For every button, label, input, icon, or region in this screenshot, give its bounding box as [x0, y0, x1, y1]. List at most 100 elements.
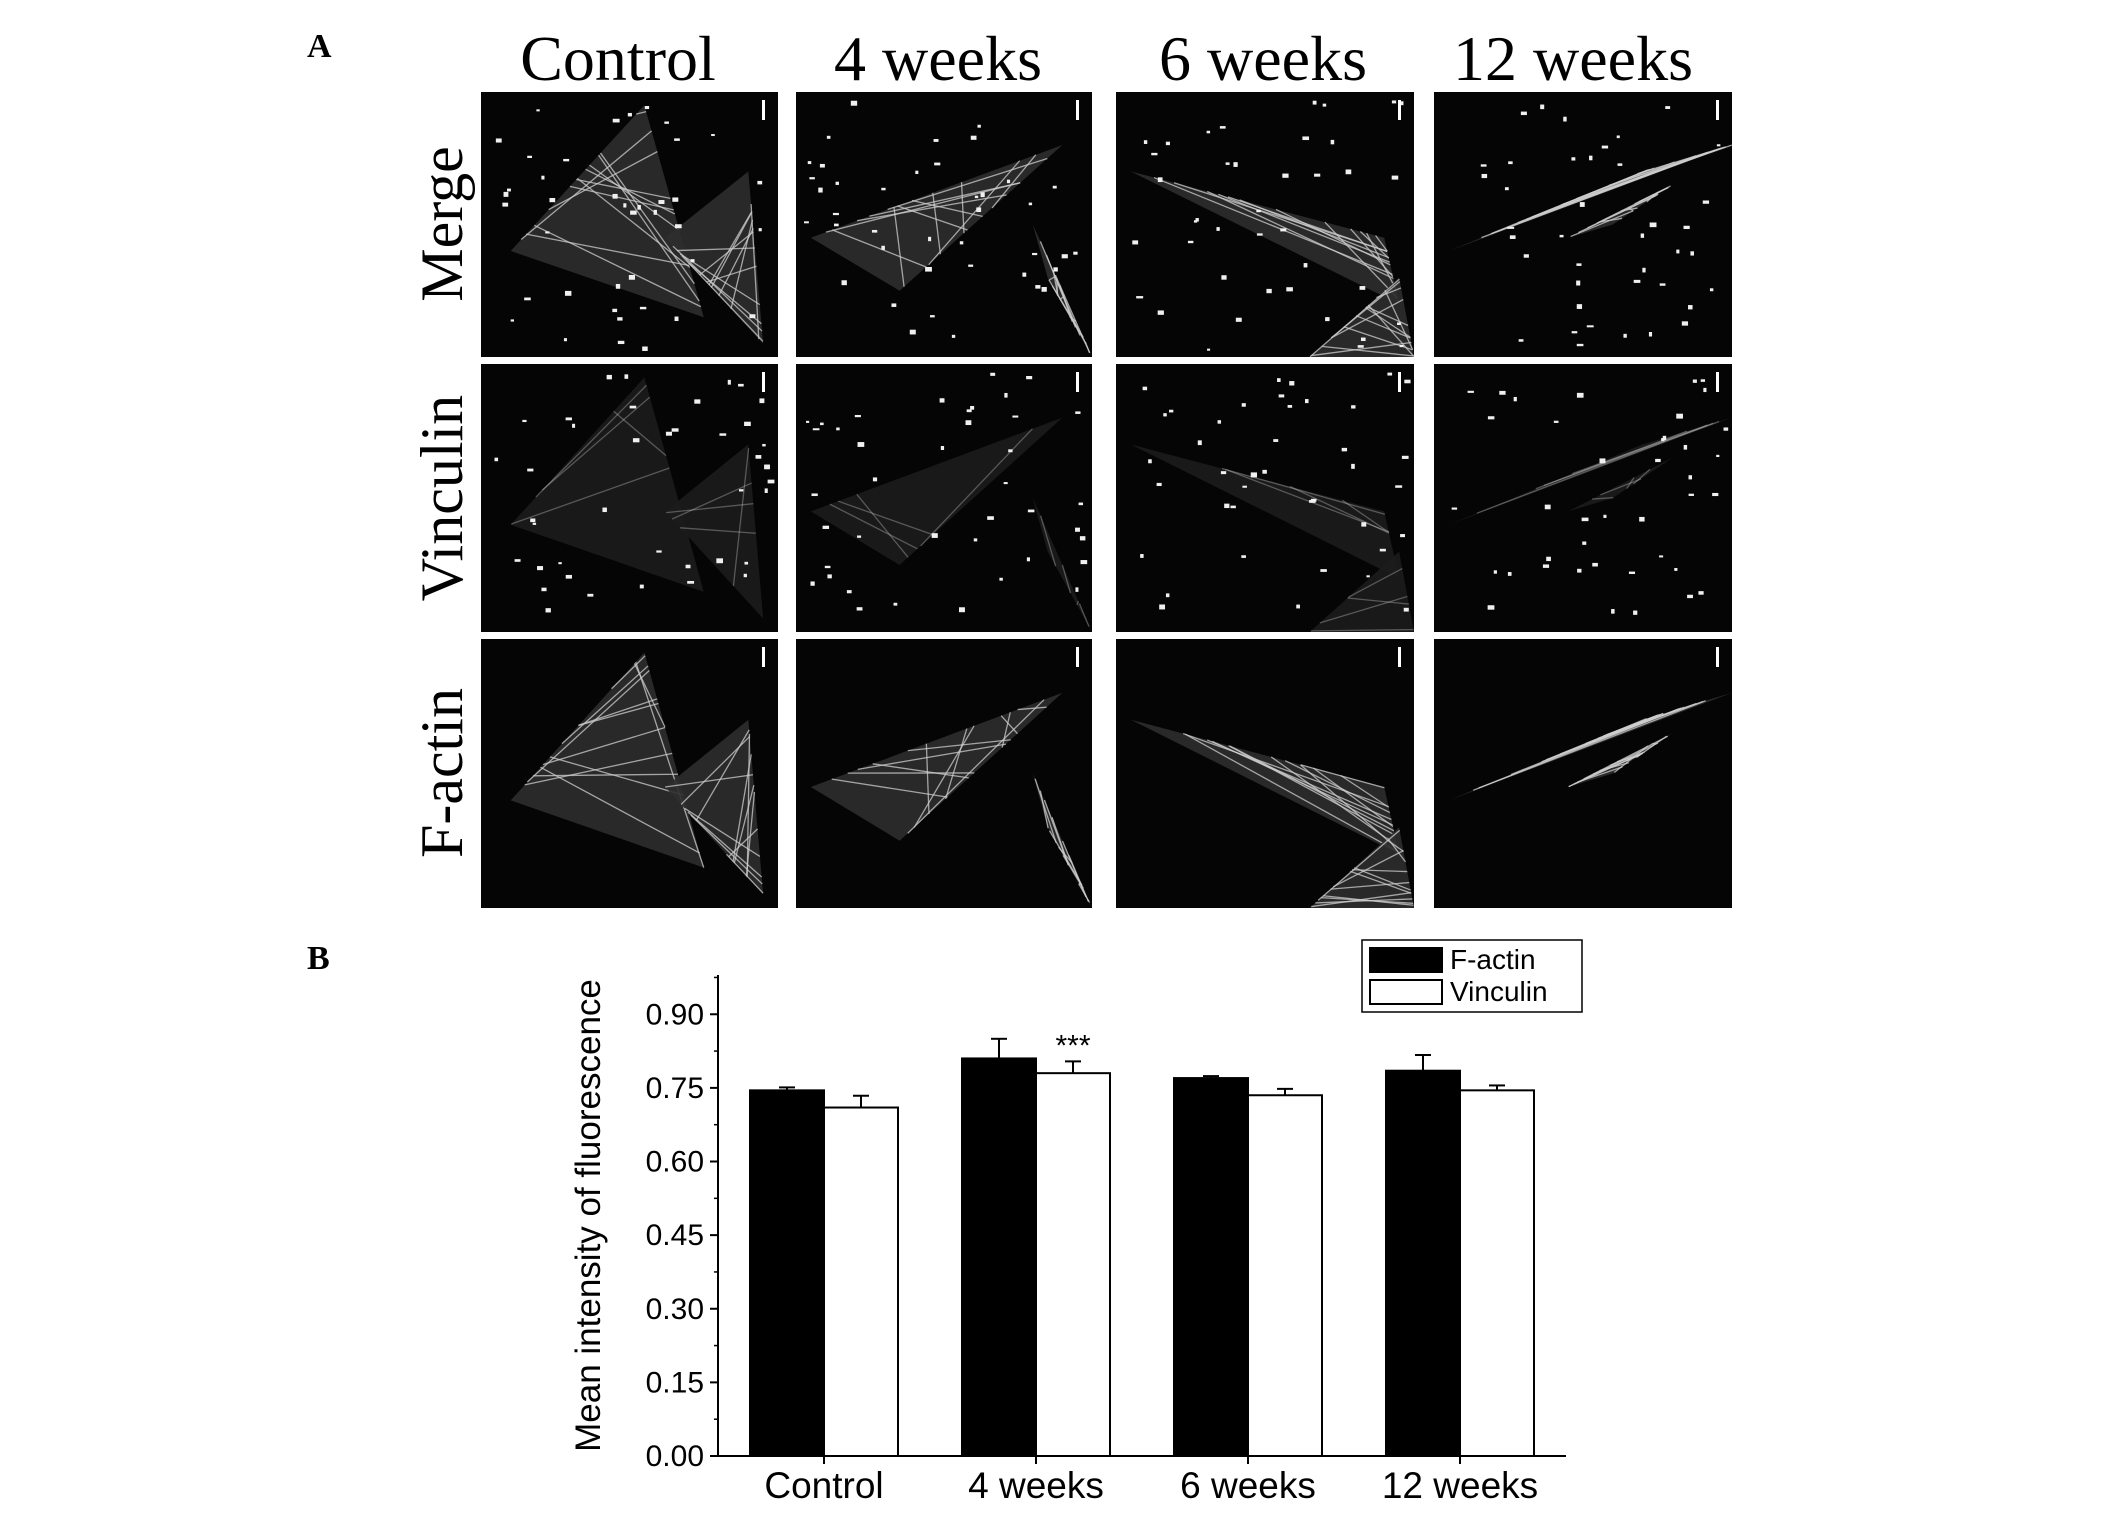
actin-fibre — [680, 735, 751, 805]
row-title: Vinculin — [409, 395, 475, 601]
focal-adhesion — [1075, 527, 1080, 532]
focal-adhesion — [1700, 379, 1706, 382]
actin-fibre — [928, 160, 1021, 266]
cell-body — [1032, 498, 1092, 632]
actin-fibre — [1184, 733, 1399, 853]
focal-adhesion — [1540, 104, 1545, 110]
focal-adhesion — [1400, 101, 1404, 106]
actin-fibre — [676, 247, 755, 252]
focal-adhesion — [1165, 141, 1170, 146]
focal-adhesion — [1193, 220, 1198, 223]
actin-fibre — [1225, 468, 1389, 533]
focal-adhesion — [755, 455, 762, 459]
focal-adhesion — [826, 135, 831, 139]
focal-adhesion — [1277, 378, 1281, 382]
bar-vinculin — [823, 1106, 899, 1457]
cell-body — [1130, 171, 1400, 304]
focal-adhesion — [968, 264, 974, 267]
focal-adhesion — [565, 574, 572, 579]
actin-fibre — [1577, 766, 1623, 783]
focal-adhesion — [1322, 103, 1327, 107]
focal-adhesion — [1061, 254, 1068, 259]
focal-adhesion — [1366, 575, 1370, 578]
cell-body — [810, 145, 1063, 291]
focal-adhesion — [1035, 285, 1041, 289]
focal-adhesion — [1698, 591, 1704, 595]
actin-fibre — [1598, 217, 1623, 223]
actin-fibre — [1206, 190, 1394, 279]
focal-adhesion — [674, 316, 679, 322]
focal-adhesion — [1207, 348, 1211, 351]
actin-fibre — [548, 151, 658, 211]
focal-adhesion — [1586, 325, 1594, 328]
actin-fibre — [907, 739, 1011, 752]
focal-adhesion — [1581, 517, 1589, 522]
focal-adhesion — [612, 118, 620, 123]
focal-adhesion — [1674, 567, 1678, 571]
focal-adhesion — [1075, 411, 1081, 414]
focal-adhesion — [672, 197, 679, 202]
focal-adhesion — [1603, 514, 1607, 518]
actin-fibre — [1221, 467, 1386, 515]
focal-adhesion — [1507, 572, 1512, 576]
focal-adhesion — [846, 590, 852, 594]
focal-adhesion — [1217, 420, 1222, 424]
actin-fibre — [1330, 298, 1404, 339]
focal-adhesion — [612, 193, 618, 199]
focal-adhesion — [1163, 413, 1167, 417]
focal-adhesion — [976, 207, 982, 213]
legend-swatch — [1369, 979, 1443, 1005]
focal-adhesion — [743, 573, 747, 578]
focal-adhesion — [671, 428, 679, 432]
cell-body — [1130, 444, 1400, 579]
focal-adhesion — [1712, 492, 1719, 497]
focal-adhesion — [1157, 177, 1163, 183]
focal-adhesion — [1687, 594, 1693, 599]
focal-adhesion — [1225, 162, 1230, 165]
focal-adhesion — [1314, 173, 1321, 177]
actin-fibre — [1173, 182, 1388, 252]
micrograph-grid: Control 4 weeks 6 weeks 12 weeks Merge Vincul… — [409, 23, 1732, 908]
focal-adhesion — [818, 187, 823, 193]
actin-fibre — [679, 253, 761, 306]
panel-b-label: B — [307, 940, 330, 977]
focal-adhesion — [872, 477, 878, 482]
focal-adhesion — [980, 192, 985, 198]
focal-adhesion — [675, 224, 682, 229]
actin-fibre — [1375, 235, 1388, 252]
focal-adhesion — [541, 587, 547, 592]
actin-fibre — [1347, 567, 1403, 598]
actin-fibre — [549, 756, 684, 796]
actin-fibre — [1229, 745, 1395, 832]
actin-fibre — [1481, 149, 1716, 239]
focal-adhesion — [1391, 175, 1399, 180]
focal-adhesion — [744, 421, 751, 426]
focal-adhesion — [1041, 287, 1047, 292]
focal-adhesion — [1659, 283, 1666, 286]
actin-fibre — [1078, 883, 1091, 903]
y-tick-label: 0.60 — [646, 1146, 704, 1179]
focal-adhesion — [1320, 569, 1327, 572]
focal-adhesion — [617, 317, 623, 321]
actin-fibre — [540, 766, 701, 854]
row-title: F-actin — [409, 688, 475, 858]
actin-fibre — [681, 255, 764, 342]
actin-fibre — [1228, 745, 1396, 836]
focal-adhesion — [1546, 556, 1551, 562]
focal-adhesion — [1233, 162, 1238, 167]
actin-fibre — [684, 807, 761, 857]
actin-fibre — [708, 211, 753, 286]
actin-fibre — [1311, 341, 1412, 357]
actin-fibre — [1061, 564, 1072, 594]
column-title: 12 weeks — [1453, 23, 1693, 94]
cell-body — [665, 171, 764, 344]
actin-fibre — [1350, 228, 1394, 277]
actin-fibre — [750, 204, 760, 340]
actin-fibre — [1350, 870, 1412, 894]
focal-adhesion — [1576, 304, 1583, 309]
actin-fibre — [1571, 424, 1708, 475]
focal-adhesion — [1219, 126, 1226, 129]
focal-adhesion — [1649, 222, 1657, 228]
focal-adhesion — [1142, 386, 1148, 391]
focal-adhesion — [510, 319, 515, 322]
